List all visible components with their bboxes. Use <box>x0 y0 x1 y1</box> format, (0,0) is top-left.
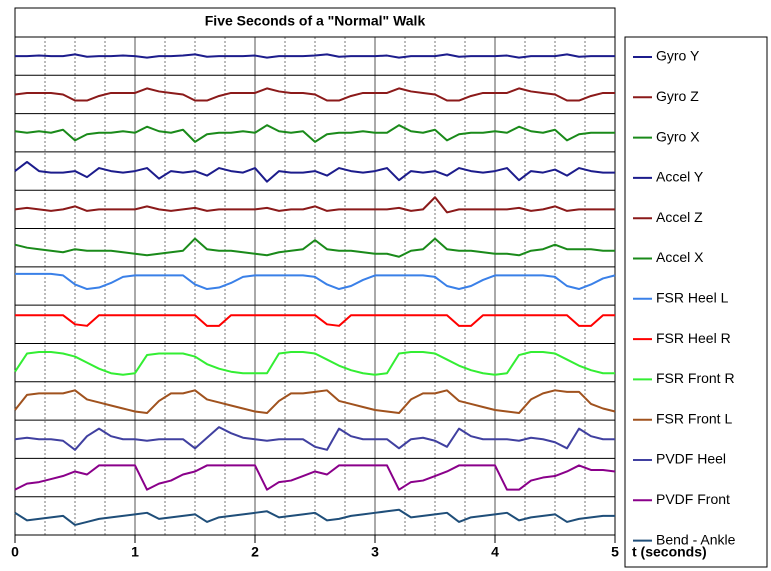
series-line <box>14 464 616 491</box>
legend-label: FSR Front L <box>656 410 732 426</box>
series-line <box>14 351 615 376</box>
legend-label: Accel Z <box>656 209 703 225</box>
legend-label: FSR Heel L <box>656 290 729 306</box>
x-tick-label: 5 <box>611 544 619 560</box>
chart-title: Five Seconds of a "Normal" Walk <box>205 13 426 29</box>
legend-label: Accel X <box>656 249 704 265</box>
legend-label: Gyro Z <box>656 88 699 104</box>
series-line <box>15 272 616 291</box>
x-tick-label: 0 <box>11 544 19 560</box>
series-line <box>14 426 615 451</box>
legend-label: FSR Heel R <box>656 330 731 346</box>
series-line <box>15 314 615 327</box>
series-line <box>14 508 615 526</box>
series-line <box>14 124 615 143</box>
legend-label: PVDF Front <box>656 491 730 507</box>
legend-label: FSR Front R <box>656 370 735 386</box>
series-line <box>14 196 615 214</box>
series-line <box>15 53 615 59</box>
legend-label: Gyro Y <box>656 48 700 64</box>
series-line <box>14 160 615 183</box>
legend-label: Gyro X <box>656 128 700 144</box>
x-tick-label: 2 <box>251 544 259 560</box>
series-line <box>14 389 616 415</box>
x-tick-label: 1 <box>131 544 139 560</box>
series-line <box>14 87 615 102</box>
title-frame <box>14 7 616 38</box>
x-tick-label: 4 <box>491 544 499 560</box>
legend-label: Accel Y <box>656 169 704 185</box>
legend-frame <box>624 36 768 568</box>
series-line <box>14 237 615 258</box>
legend-label: Bend - Ankle <box>656 531 736 547</box>
x-axis-label: t (seconds) <box>632 544 707 560</box>
x-tick-label: 3 <box>371 544 379 560</box>
legend-label: PVDF Heel <box>656 451 726 467</box>
